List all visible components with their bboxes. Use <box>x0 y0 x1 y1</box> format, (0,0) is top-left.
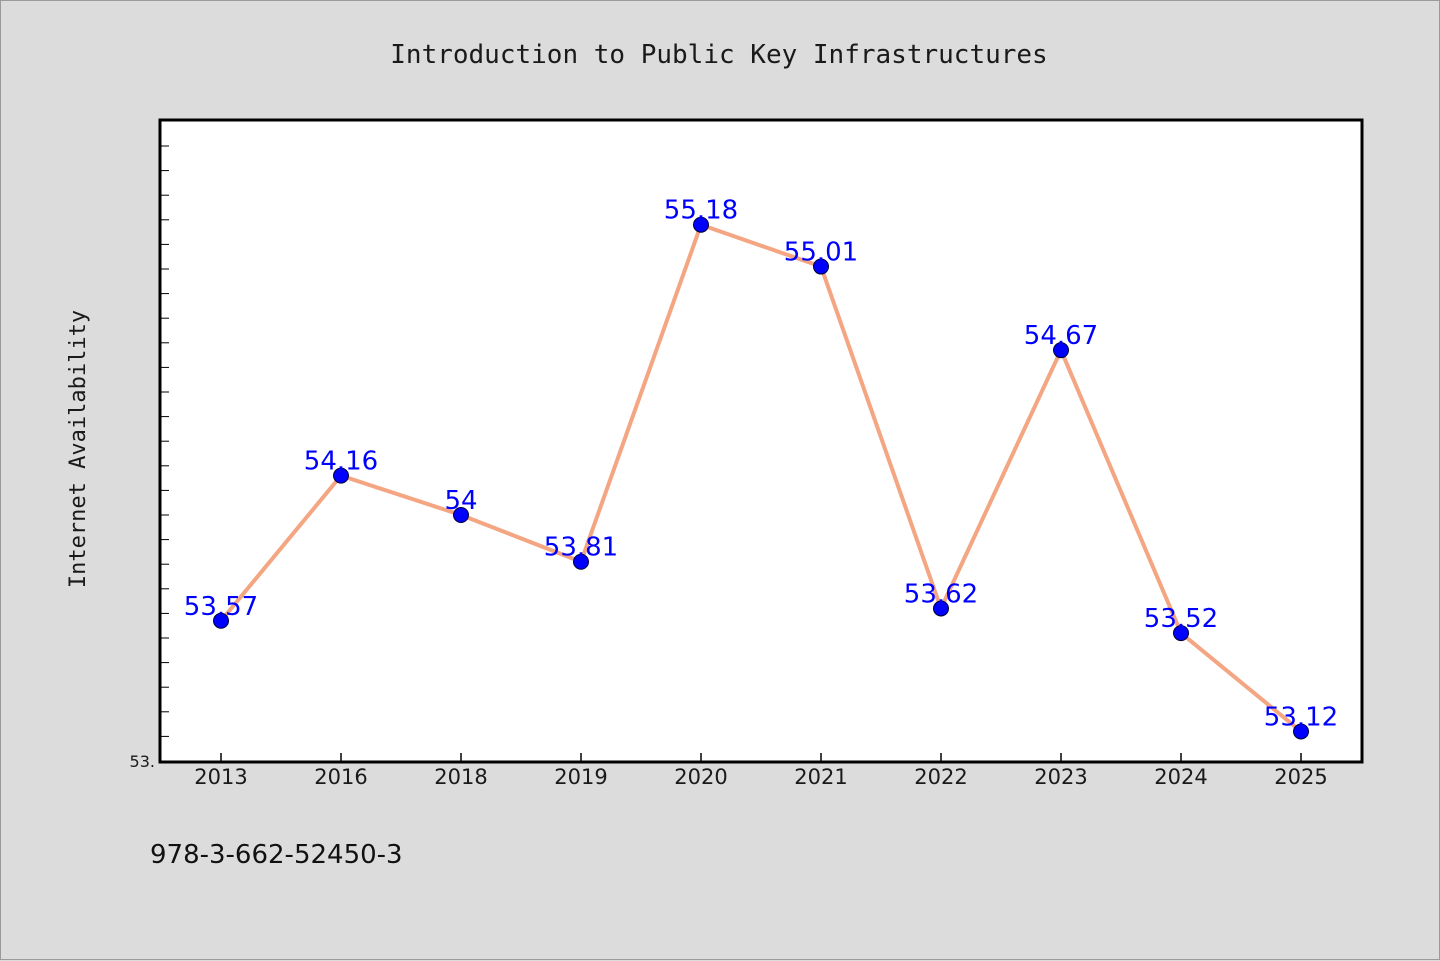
data-label: 54.67 <box>1024 321 1098 351</box>
x-tick-label: 2020 <box>674 765 727 789</box>
x-tick-label: 2013 <box>194 765 247 789</box>
data-point <box>333 467 349 484</box>
data-label: 54 <box>444 486 477 516</box>
x-tick-label: 2018 <box>434 765 487 789</box>
x-tick-label: 2019 <box>554 765 607 789</box>
data-point <box>1293 723 1309 740</box>
data-point <box>573 553 589 570</box>
data-point <box>813 258 829 275</box>
x-tick-label: 2022 <box>914 765 967 789</box>
y-axis-label: Internet Availability <box>66 310 91 588</box>
y-axis-ticks: 53. <box>130 145 169 771</box>
data-point <box>693 216 709 233</box>
x-tick-label: 2021 <box>794 765 847 789</box>
plot-area <box>158 118 1364 764</box>
x-tick-label: 2016 <box>314 765 367 789</box>
data-point <box>213 612 229 629</box>
data-label: 53.81 <box>544 533 618 563</box>
data-markers <box>213 216 1309 740</box>
data-label: 53.62 <box>904 579 978 609</box>
y-tick-label: 53. <box>130 752 155 771</box>
data-point <box>1173 625 1189 642</box>
x-tick-label: 2023 <box>1034 765 1087 789</box>
data-label: 53.52 <box>1144 604 1218 634</box>
data-label: 53.12 <box>1264 702 1338 732</box>
data-label: 55.01 <box>784 238 858 268</box>
series-line <box>219 222 1303 734</box>
chart-title: Introduction to Public Key Infrastructur… <box>390 40 1047 70</box>
x-axis-ticks: 2013 2016 2018 2019 2020 2021 2022 2023 2024 2025 <box>194 753 1328 789</box>
data-point <box>933 600 949 617</box>
x-tick-label: 2025 <box>1274 765 1327 789</box>
data-label: 54.16 <box>304 447 378 477</box>
data-label: 53.57 <box>184 592 258 622</box>
data-point <box>453 507 469 523</box>
data-label: 55.18 <box>664 196 738 226</box>
x-tick-label: 2024 <box>1154 765 1207 789</box>
isbn-footer: 978-3-662-52450-3 <box>150 840 403 870</box>
data-point <box>1053 342 1069 359</box>
series-line-group <box>219 222 1303 734</box>
data-labels: 53.57 54.16 54 53.81 55.18 55.01 53.62 54.67 53.… <box>184 196 1338 733</box>
